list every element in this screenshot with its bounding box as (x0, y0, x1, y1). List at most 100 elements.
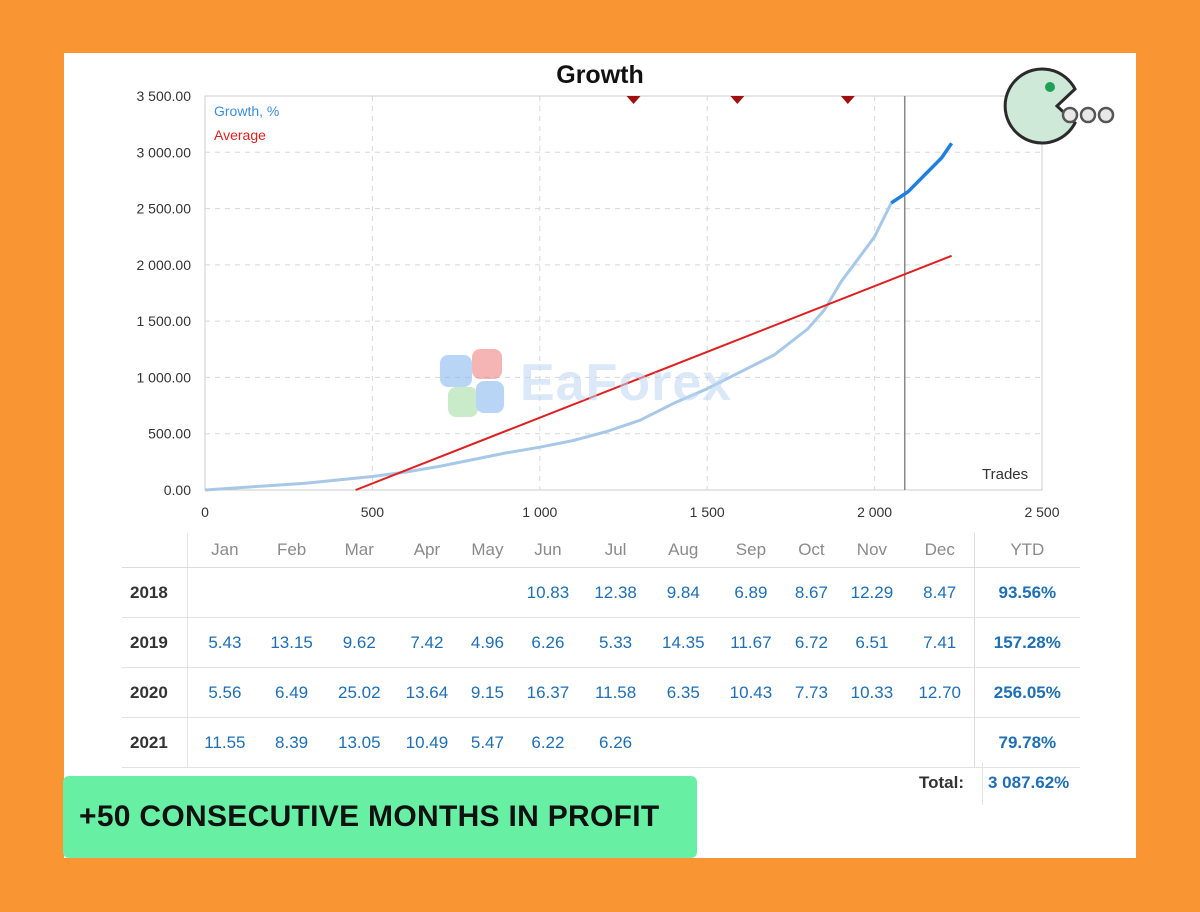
year-cell: 2019 (122, 617, 188, 668)
month-value-cell (905, 717, 975, 768)
column-divider (187, 667, 192, 718)
monthly-returns-table: Jan Feb Mar Apr May Jun Jul Aug Sep Oct … (122, 533, 1080, 768)
month-header: Apr (393, 533, 461, 568)
month-value-cell: 11.55 (192, 717, 258, 768)
month-value-cell: 9.84 (649, 567, 718, 618)
month-value-cell (649, 717, 718, 768)
month-value-cell: 8.39 (257, 717, 326, 768)
month-header: Dec (905, 533, 975, 568)
month-header: Jun (514, 533, 582, 568)
table-header-row: Jan Feb Mar Apr May Jun Jul Aug Sep Oct … (122, 533, 1080, 568)
chart-title: Growth (556, 61, 644, 89)
year-cell: 2020 (122, 667, 188, 718)
ytd-cell: 256.05% (973, 667, 1080, 718)
month-value-cell: 5.43 (192, 617, 258, 668)
month-value-cell: 12.38 (581, 567, 650, 618)
month-value-cell (325, 567, 394, 618)
pacman-icon (1003, 67, 1115, 145)
watermark-text: EaForex (520, 354, 733, 412)
table-row: 2018 10.83 12.38 9.84 6.89 8.67 12.29 8.47 93.56… (122, 567, 1080, 618)
month-value-cell: 8.47 (905, 567, 975, 618)
month-value-cell: 10.83 (514, 567, 582, 618)
x-tick-label: 0 (201, 504, 209, 520)
event-marker (840, 96, 855, 104)
ytd-cell: 157.28% (973, 617, 1080, 668)
month-value-cell (460, 567, 515, 618)
column-divider (187, 717, 192, 768)
banner-text: +50 CONSECUTIVE MONTHS IN PROFIT (79, 800, 660, 833)
month-header: May (460, 533, 515, 568)
total-value: 3 087.62% (988, 773, 1070, 792)
month-value-cell (717, 717, 785, 768)
x-tick-label: 2 000 (857, 504, 892, 520)
x-tick-label: 2 500 (1024, 504, 1059, 520)
legend-average: Average (214, 127, 266, 143)
month-value-cell: 6.26 (514, 617, 582, 668)
month-header: Oct (784, 533, 839, 568)
column-divider (187, 617, 192, 668)
x-axis-label: Trades (982, 466, 1029, 483)
growth-series-line (204, 190, 909, 492)
year-cell: 2018 (122, 567, 188, 618)
month-value-cell: 13.64 (393, 667, 461, 718)
total-divider (982, 763, 983, 805)
month-header: Jan (192, 533, 258, 568)
y-tick-label: 3 000.00 (137, 144, 192, 160)
table-row: 2020 5.56 6.49 25.02 13.64 9.15 16.37 11.58 6.35… (122, 667, 1080, 718)
month-value-cell: 5.47 (460, 717, 515, 768)
ytd-cell: 93.56% (973, 567, 1080, 618)
month-value-cell (393, 567, 461, 618)
card: 0.00 500.00 1 000.00 1 500.00 2 000.00 2 500.… (64, 53, 1136, 858)
month-value-cell (838, 717, 906, 768)
month-header: Mar (325, 533, 394, 568)
average-series-line (355, 254, 952, 491)
column-divider (187, 533, 192, 568)
y-tick-label: 2 500.00 (137, 201, 192, 217)
legend-growth: Growth, % (214, 103, 280, 119)
month-header: Aug (649, 533, 718, 568)
month-value-cell: 10.49 (393, 717, 461, 768)
year-header (122, 533, 188, 568)
month-value-cell: 9.15 (460, 667, 515, 718)
growth-series-recent-line (890, 142, 954, 205)
month-value-cell: 12.29 (838, 567, 906, 618)
month-value-cell: 6.49 (257, 667, 326, 718)
ytd-cell: 79.78% (973, 717, 1080, 768)
month-value-cell: 9.62 (325, 617, 394, 668)
growth-chart: 0.00 500.00 1 000.00 1 500.00 2 000.00 2 500.… (137, 88, 1060, 520)
month-value-cell: 7.41 (905, 617, 975, 668)
plot-area (204, 95, 1043, 491)
month-value-cell: 16.37 (514, 667, 582, 718)
month-value-cell: 6.72 (784, 617, 839, 668)
watermark: EaForex (434, 345, 794, 425)
y-tick-label: 3 500.00 (137, 88, 192, 104)
month-value-cell: 6.35 (649, 667, 718, 718)
month-value-cell (784, 717, 839, 768)
month-value-cell: 8.67 (784, 567, 839, 618)
y-tick-label: 0.00 (164, 482, 191, 498)
month-header: Nov (838, 533, 906, 568)
month-value-cell: 6.22 (514, 717, 582, 768)
x-tick-label: 1 500 (690, 504, 725, 520)
y-tick-label: 1 000.00 (137, 369, 192, 385)
month-value-cell: 14.35 (649, 617, 718, 668)
total-label: Total: (919, 773, 965, 792)
watermark-logo-icon (440, 349, 504, 417)
month-value-cell (257, 567, 326, 618)
column-divider (187, 567, 192, 618)
y-tick-label: 1 500.00 (137, 313, 192, 329)
month-header: Jul (581, 533, 650, 568)
month-value-cell: 4.96 (460, 617, 515, 668)
month-value-cell: 13.05 (325, 717, 394, 768)
month-value-cell: 12.70 (905, 667, 975, 718)
ytd-header: YTD (973, 533, 1080, 568)
event-marker (626, 96, 641, 104)
month-value-cell: 6.89 (717, 567, 785, 618)
month-header: Feb (257, 533, 326, 568)
month-value-cell: 25.02 (325, 667, 394, 718)
month-value-cell: 6.26 (581, 717, 650, 768)
y-tick-label: 500.00 (148, 426, 191, 442)
y-tick-label: 2 000.00 (137, 257, 192, 273)
month-value-cell: 7.73 (784, 667, 839, 718)
month-value-cell: 6.51 (838, 617, 906, 668)
